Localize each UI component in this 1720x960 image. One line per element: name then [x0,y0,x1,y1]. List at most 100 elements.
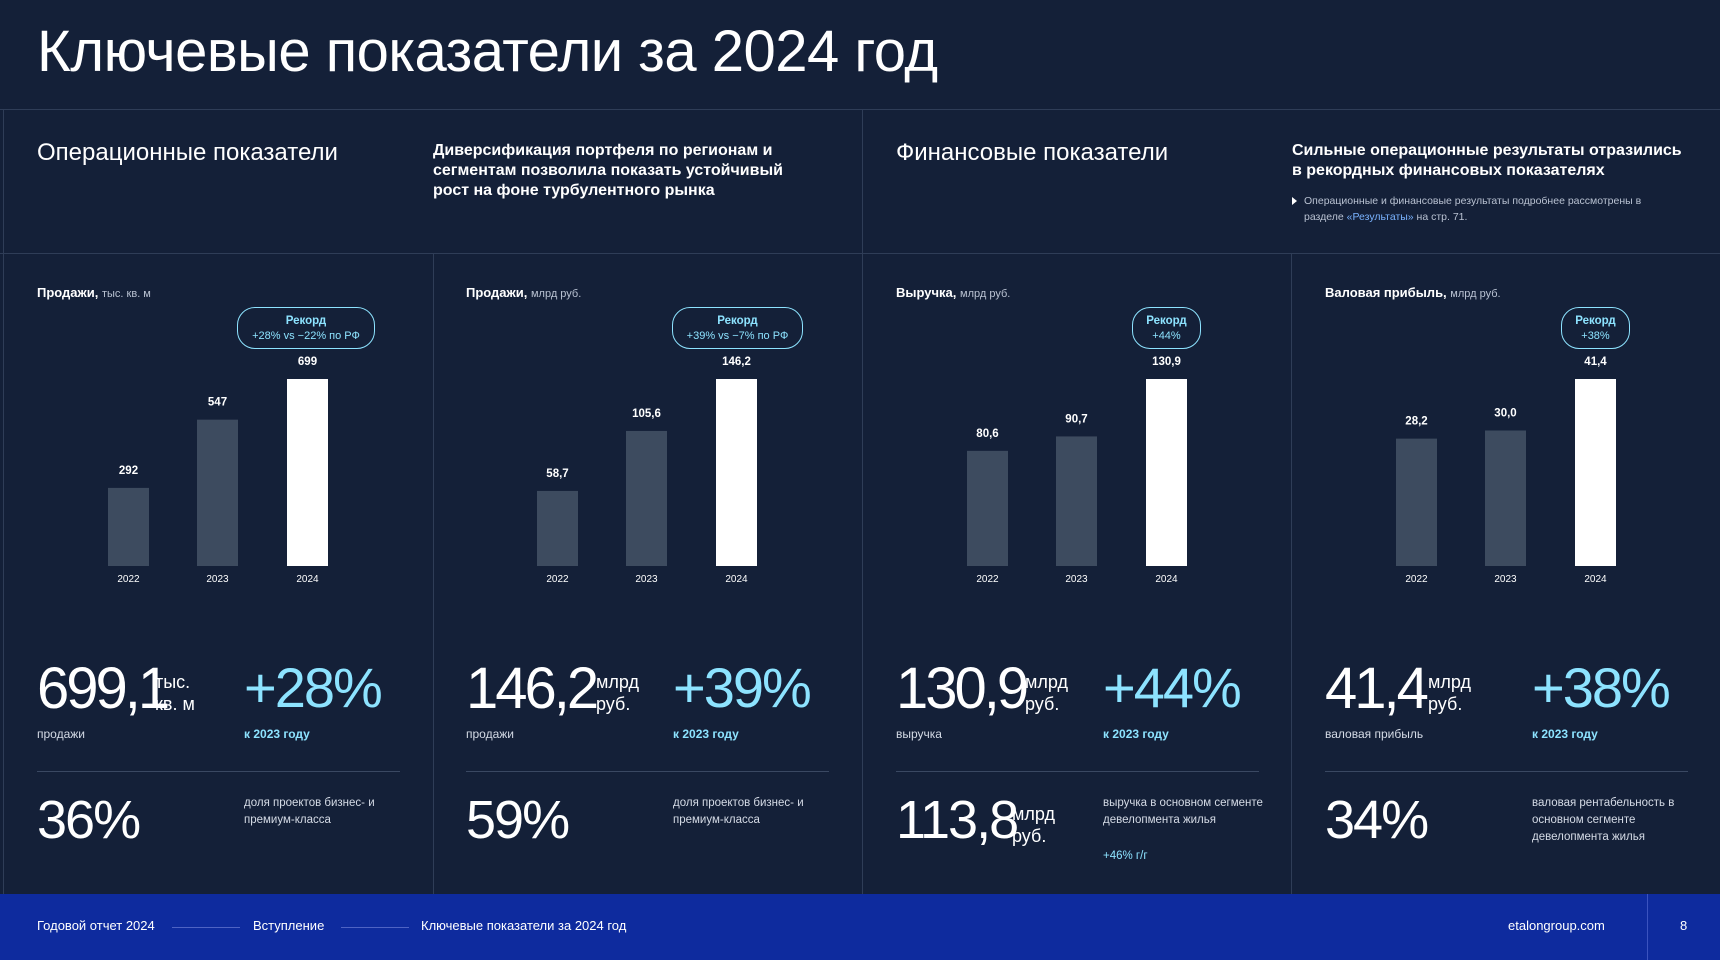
kpi-growth-caption: к 2023 году [673,727,739,741]
kpi-main-caption: продажи [466,727,514,741]
chart-label-unit: тыс. кв. м [101,288,151,300]
record-badge: Рекорд +39% vs −7% по РФ [672,307,803,349]
bar-2022 [967,450,1008,566]
kpi-main-unit: тыс. кв. м [155,671,195,715]
kpi-secondary-unit-line: руб. [1012,826,1047,846]
kpi-secondary-value: 34% [1325,790,1429,850]
bar-2024 [1575,379,1616,566]
breadcrumb-introduction[interactable]: Вступление [253,918,325,933]
kpi-main-unit-line: млрд [1025,672,1068,692]
x-tick-label: 2022 [546,574,569,585]
breadcrumb-annual-report[interactable]: Годовой отчет 2024 [37,918,155,933]
x-tick-label: 2023 [635,574,658,585]
kpi-main-value: 130,9 [896,656,1029,721]
bar-value-label: 30,0 [1494,407,1516,419]
chart-label-unit: млрд руб. [1450,288,1501,300]
bar-2023 [1056,436,1097,566]
panel-divider [37,771,400,772]
x-tick-label: 2024 [1155,574,1178,585]
bar-2024 [716,379,757,566]
kpi-panel: Продажи, млрд руб. 58,7 2022 105,6 2023 146,2… [466,255,895,895]
triangle-bullet-icon [1292,197,1297,205]
note-text-end: на стр. 71. [1413,211,1468,223]
kpi-growth-value: +28% [244,656,383,719]
kpi-main-unit-line: млрд [1428,672,1471,692]
chart-label: Продажи, млрд руб. [466,285,581,300]
bar-value-label: 105,6 [632,408,661,420]
left-edge [3,109,4,894]
site-link[interactable]: etalongroup.com [1508,918,1605,933]
kpi-main-unit-line: руб. [1025,694,1060,714]
bar-2022 [537,490,578,566]
kpi-panel: Валовая прибыль, млрд руб. 28,2 2022 30,0 20… [1325,255,1720,895]
kpi-growth-value: +44% [1103,656,1242,719]
x-tick-label: 2022 [117,574,140,585]
footer-bar: Годовой отчет 2024 Вступление Ключевые п… [0,894,1720,960]
kpi-secondary-growth: +46% г/г [1103,850,1148,862]
bar-value-label: 146,2 [722,356,751,368]
kpi-main-unit: млрд руб. [1025,671,1068,715]
kpi-main-unit-line: кв. м [155,694,195,714]
chart-label-unit: млрд руб. [960,288,1011,300]
kpi-main-unit-line: тыс. [155,672,191,692]
chart-label-name: Продажи, [37,285,99,300]
breadcrumb-current-page[interactable]: Ключевые показатели за 2024 год [421,918,627,933]
bar-chart: 58,7 2022 105,6 2023 146,2 2024 [537,356,757,585]
kpi-panel: Продажи, тыс. кв. м 292 2022 547 2023 699 2024… [37,255,466,895]
title-divider [0,109,1720,110]
record-badge-text: +44% [1152,330,1181,342]
x-tick-label: 2024 [1584,574,1607,585]
kpi-growth-value: +39% [673,656,812,719]
x-tick-label: 2023 [206,574,229,585]
bar-2023 [197,419,238,566]
bar-value-label: 292 [119,465,138,477]
breadcrumb-separator [341,927,409,928]
bar-2022 [1396,438,1437,566]
kpi-secondary-description: доля проектов бизнес- и премиум-класса [673,797,804,826]
bar-value-label: 58,7 [546,468,568,480]
record-badge-text: +38% [1581,330,1610,342]
operational-section-title: Операционные показатели [37,139,338,166]
operational-section-description: Диверсификация портфеля по регионам и се… [433,142,783,199]
kpi-main-unit: млрд руб. [1428,671,1471,715]
chart-label-name: Продажи, [466,285,528,300]
bar-value-label: 80,6 [976,428,998,440]
column-divider-left [433,253,434,894]
kpi-secondary-value: 59% [466,790,570,850]
kpi-main-unit-line: руб. [1428,694,1463,714]
kpi-growth-value: +38% [1532,656,1671,719]
kpi-main-value: 41,4 [1325,656,1429,721]
page-number: 8 [1680,918,1688,933]
kpi-main-value: 699,1 [37,656,170,721]
record-badge-title: Рекорд [717,315,758,327]
bar-value-label: 130,9 [1152,356,1181,368]
bar-value-label: 547 [208,397,227,409]
x-tick-label: 2023 [1494,574,1517,585]
section-divider [0,253,1720,254]
bar-2022 [108,487,149,566]
x-tick-label: 2023 [1065,574,1088,585]
financial-section-description: Сильные операционные результаты отразили… [1292,142,1682,179]
record-badge-title: Рекорд [285,315,327,327]
kpi-secondary-value: 113,8 [896,790,1019,850]
chart-label-unit: млрд руб. [530,288,582,300]
kpi-secondary-value: 36% [37,790,141,850]
kpi-growth-caption: к 2023 году [1532,727,1598,741]
kpi-main-unit-line: руб. [596,694,631,714]
kpi-panel: Выручка, млрд руб. 80,6 2022 90,7 2023 130,9 2… [896,255,1325,895]
panel-divider [1325,771,1688,772]
results-link[interactable]: «Результаты» [1346,211,1414,223]
financial-section-title: Финансовые показатели [896,139,1169,166]
x-tick-label: 2022 [976,574,999,585]
bar-2023 [626,430,667,566]
kpi-main-caption: продажи [37,727,85,741]
record-badge-text: +39% vs −7% по РФ [686,330,789,342]
chart-label-name: Выручка, [896,285,957,300]
results-note: Операционные и финансовые результаты под… [1292,193,1652,225]
panel-divider [896,771,1259,772]
chart-label: Выручка, млрд руб. [896,285,1010,300]
note-text: Операционные и финансовые результаты под… [1304,195,1642,223]
bar-value-label: 699 [298,356,317,368]
bar-chart: 292 2022 547 2023 699 2024 [108,356,328,585]
kpi-growth-caption: к 2023 году [244,727,310,741]
